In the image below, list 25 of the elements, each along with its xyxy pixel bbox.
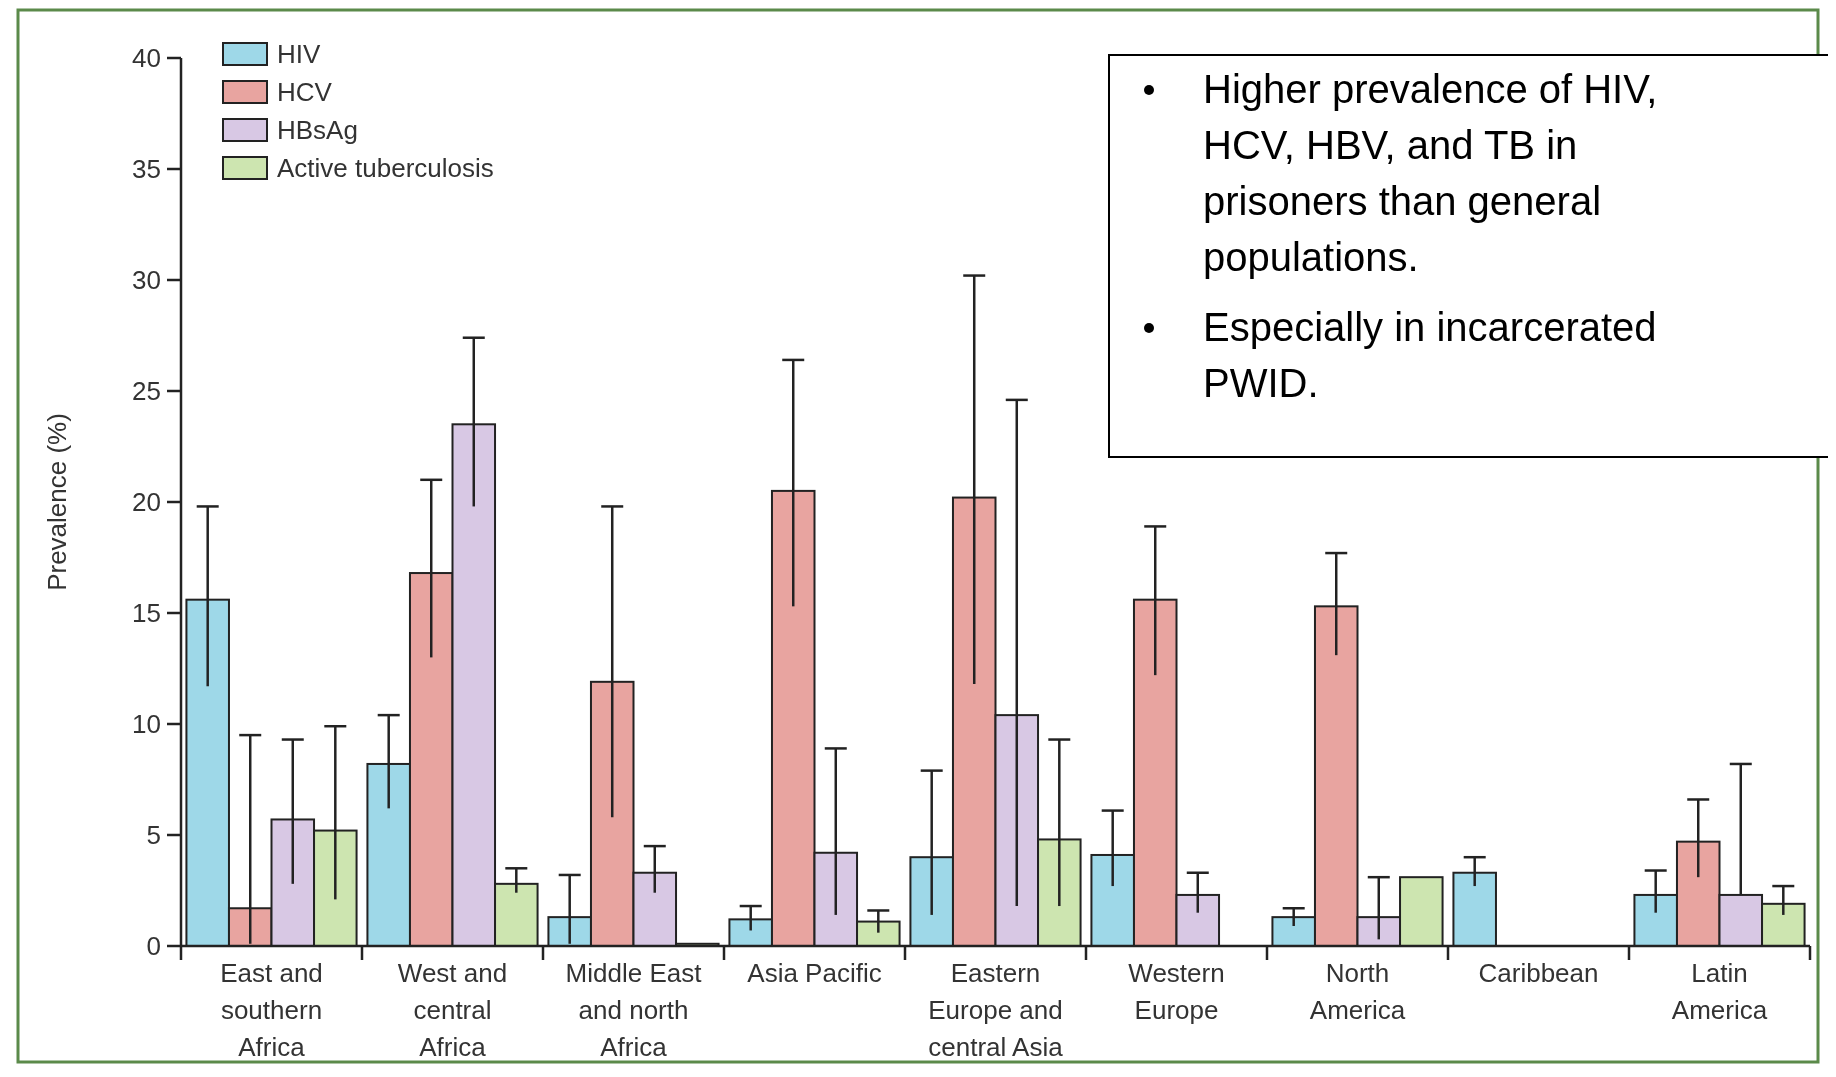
y-tick-label: 20: [132, 487, 161, 518]
x-tick-label: East and southern Africa: [220, 958, 323, 1062]
x-tick-label: North America: [1309, 958, 1406, 1025]
x-tick-label: Middle East and north Africa: [565, 958, 703, 1062]
y-axis-title: Prevalence (%): [42, 413, 72, 591]
annotation: Higher prevalence of HIV, HCV, HBV, and TB in prisoners than general populations.: [1203, 67, 1658, 279]
legend-label: HBsAg: [277, 115, 358, 146]
legend-label: HCV: [277, 77, 333, 108]
x-tick-label: West and central Africa: [397, 958, 508, 1062]
x-tick-label: Western Europe: [1128, 958, 1225, 1025]
y-tick-label: 5: [146, 820, 161, 851]
x-tick-label: Asia Pacific: [747, 958, 882, 988]
legend-label: HIV: [277, 39, 321, 70]
y-tick-label: 35: [132, 154, 161, 185]
x-tick-label: Caribbean: [1478, 958, 1599, 988]
x-tick-label: Eastern Europe and central Asia: [928, 958, 1064, 1062]
y-tick-label: 15: [132, 598, 161, 629]
annotation: Especially in incarcerated PWID.: [1203, 305, 1657, 405]
y-tick-label: 0: [146, 931, 161, 962]
y-tick-label: 10: [132, 709, 161, 740]
x-tick-label: Latin America: [1671, 958, 1768, 1025]
y-tick-label: 25: [132, 376, 161, 407]
y-tick-label: 30: [132, 265, 161, 296]
y-tick-label: 40: [132, 43, 161, 74]
legend-label: Active tuberculosis: [277, 153, 494, 184]
